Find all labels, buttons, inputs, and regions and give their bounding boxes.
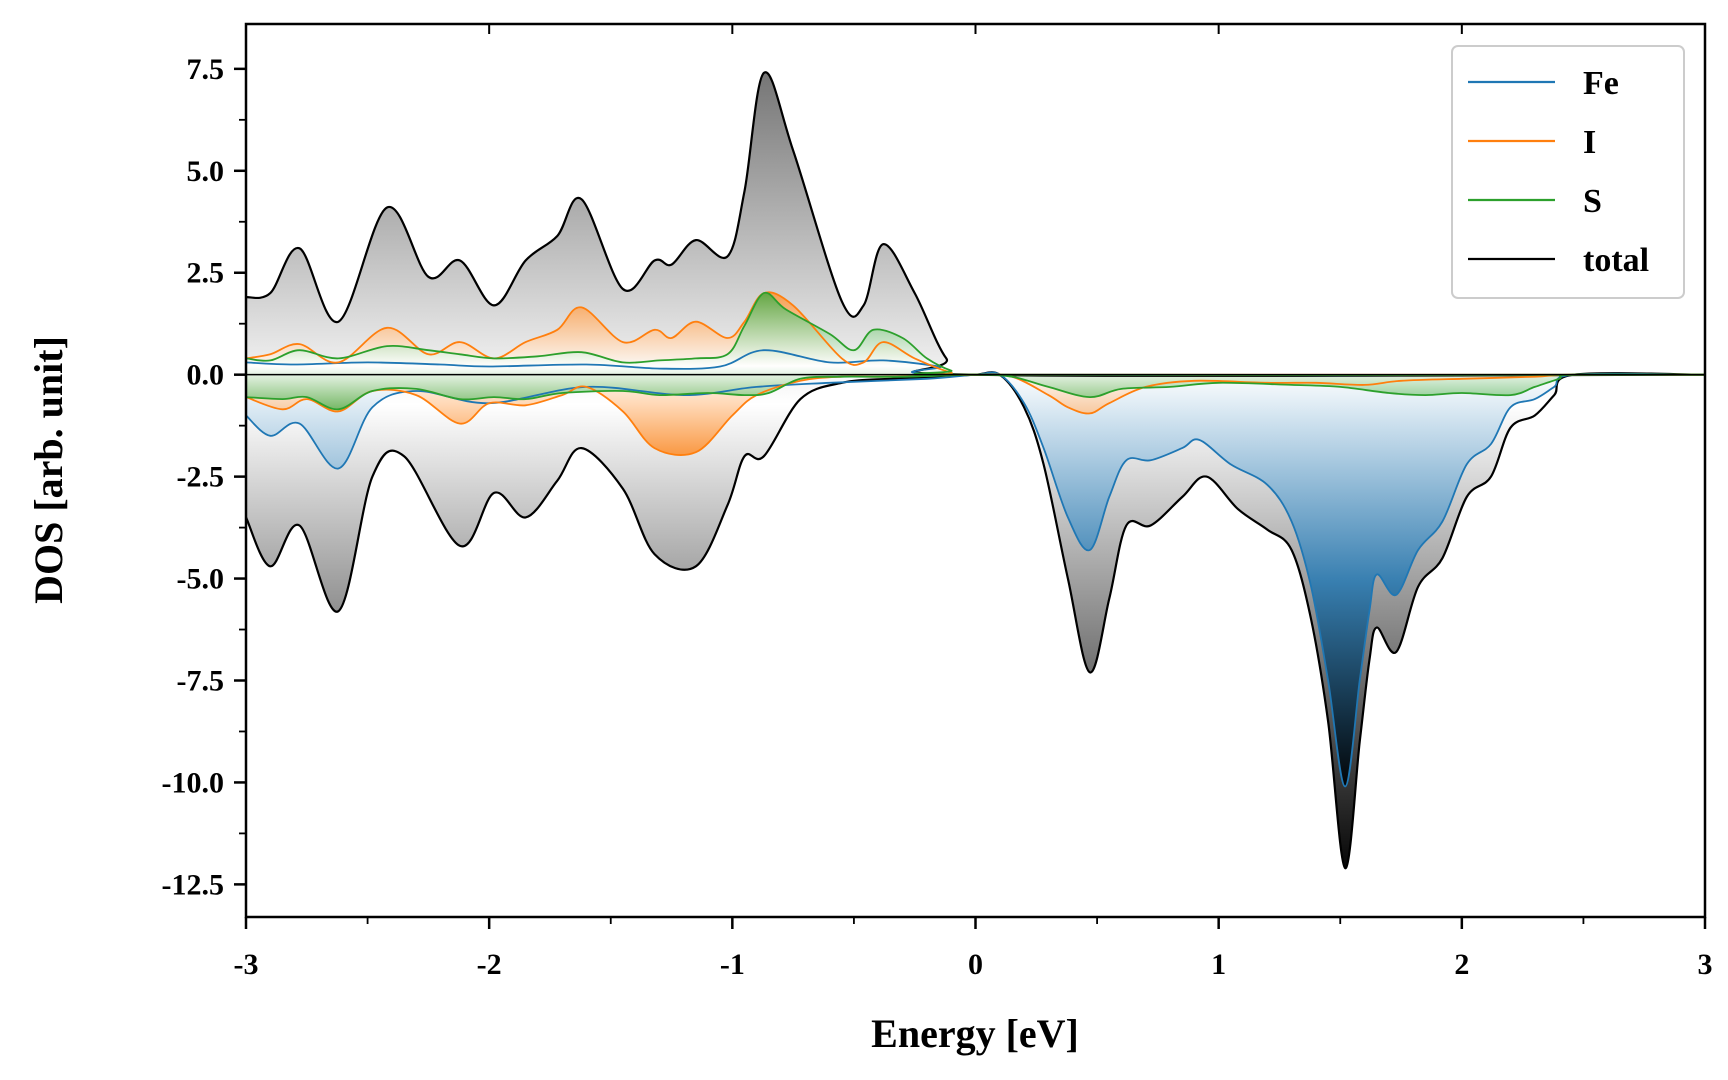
y-tick-label: 5.0 bbox=[187, 155, 225, 188]
i-spin-up-fill bbox=[246, 292, 1705, 375]
s-spin-down-fill bbox=[246, 374, 1705, 410]
y-tick-label: -10.0 bbox=[162, 766, 225, 799]
y-axis-ticks: 7.5 5.0 2.5 0.0 -2.5 -5.0 -7.5 -10.0 -12.5 bbox=[162, 53, 246, 901]
x-tick-label: 0 bbox=[968, 948, 983, 981]
total-spin-down-line bbox=[246, 371, 1705, 870]
fe-spin-down-fill bbox=[246, 372, 1705, 787]
y-tick-label: 2.5 bbox=[187, 257, 225, 290]
y-axis-label: DOS [arb. unit] bbox=[26, 336, 71, 604]
legend-box bbox=[1451, 45, 1685, 299]
i-spin-down-fill bbox=[246, 374, 1705, 456]
fe-spin-down-line bbox=[246, 371, 1705, 788]
area-fills bbox=[246, 72, 1705, 869]
y-tick-label: 7.5 bbox=[187, 53, 225, 86]
x-tick-label: 2 bbox=[1454, 948, 1469, 981]
s-spin-up-line bbox=[246, 291, 1705, 376]
y-tick-label: -5.0 bbox=[177, 563, 225, 596]
y-tick-label: 0.0 bbox=[187, 359, 225, 392]
total-spin-up-line bbox=[246, 71, 1705, 377]
series-lines bbox=[246, 71, 1705, 870]
legend-label-s: S bbox=[1583, 183, 1602, 220]
y-tick-label: -7.5 bbox=[177, 664, 225, 697]
i-spin-up-line bbox=[246, 291, 1705, 376]
x-tick-label: 3 bbox=[1698, 948, 1713, 981]
total-spin-up-fill bbox=[246, 72, 1705, 376]
x-tick-label: -2 bbox=[477, 948, 502, 981]
legend-label-total: total bbox=[1583, 242, 1649, 279]
x-tick-label: 1 bbox=[1211, 948, 1226, 981]
x-tick-label: -3 bbox=[234, 948, 259, 981]
y-tick-label: -12.5 bbox=[162, 868, 225, 901]
x-tick-label: -1 bbox=[720, 948, 745, 981]
s-spin-up-fill bbox=[246, 292, 1705, 376]
legend-label-fe: Fe bbox=[1583, 65, 1619, 102]
x-axis-label: Energy [eV] bbox=[871, 1011, 1079, 1056]
x-axis-ticks: -3 -2 -1 0 1 2 3 bbox=[234, 24, 1713, 981]
s-spin-down-line bbox=[246, 373, 1705, 411]
legend-label-i: I bbox=[1583, 124, 1596, 161]
y-tick-label: -2.5 bbox=[177, 461, 225, 494]
